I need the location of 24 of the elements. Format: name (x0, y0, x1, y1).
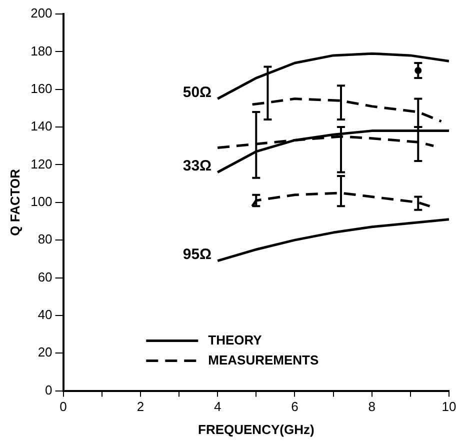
y-tick-label: 60 (38, 269, 52, 284)
annotation: 95Ω (182, 246, 212, 263)
x-tick-label: 10 (442, 399, 456, 414)
annotation: 33Ω (182, 157, 212, 174)
annotation: 50Ω (182, 84, 212, 101)
y-tick-label: 80 (38, 232, 52, 247)
y-tick-label: 120 (30, 156, 52, 172)
x-tick-label: 4 (214, 399, 222, 414)
y-tick-label: 100 (30, 194, 52, 209)
x-axis-title: FREQUENCY(GHz) (198, 422, 314, 437)
y-tick-label: 40 (38, 307, 52, 322)
x-tick-label: 0 (60, 399, 67, 414)
y-tick-label: 0 (45, 382, 52, 398)
x-tick-label: 2 (136, 399, 144, 414)
legend-label: MEASUREMENTS (208, 352, 319, 368)
legend-label: THEORY (208, 332, 262, 348)
y-tick-label: 160 (30, 80, 52, 96)
y-axis-title: Q FACTOR (7, 168, 22, 236)
y-tick-label: 180 (30, 43, 52, 58)
x-tick-label: 6 (291, 399, 298, 414)
y-tick-label: 140 (30, 118, 52, 134)
y-tick-label: 20 (38, 344, 52, 360)
y-tick-label: 200 (30, 6, 52, 21)
x-tick-label: 8 (368, 399, 376, 414)
